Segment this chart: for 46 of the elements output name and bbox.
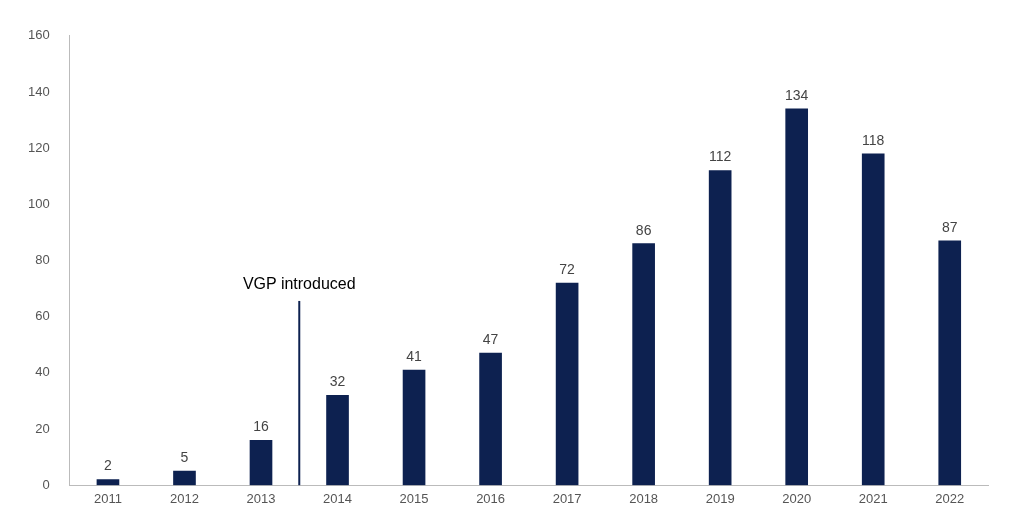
x-tick-label: 2022	[935, 490, 965, 506]
data-label: 5	[180, 449, 189, 466]
x-tick-label: 2020	[782, 490, 812, 506]
y-tick-label: 100	[27, 195, 50, 211]
data-label: 32	[329, 373, 346, 390]
x-tick-label: 2017	[552, 490, 582, 506]
bar	[326, 394, 349, 486]
data-label: 72	[559, 260, 576, 277]
data-label: 41	[406, 347, 423, 364]
y-tick-label: 120	[27, 139, 50, 155]
x-tick-label: 2021	[858, 490, 888, 506]
x-tick-label: 2011	[93, 490, 122, 506]
y-tick-label: 40	[35, 364, 50, 380]
bar	[785, 108, 809, 486]
ref-line-label: VGP introduced	[242, 275, 356, 293]
y-tick-label: 80	[35, 252, 50, 268]
x-tick-label: 2018	[629, 490, 659, 506]
bar	[479, 352, 502, 486]
bar	[555, 282, 579, 486]
x-tick-label: 2019	[705, 490, 735, 506]
data-label: 2	[104, 457, 113, 474]
data-label: 47	[482, 331, 499, 348]
x-tick-label: 2013	[246, 490, 276, 506]
x-tick-label: 2014	[323, 490, 352, 506]
bar	[96, 479, 120, 486]
bar	[173, 470, 196, 486]
x-tick-label: 2012	[170, 490, 199, 506]
data-label: 86	[635, 221, 652, 238]
y-tick-label: 140	[27, 83, 50, 99]
x-tick-label: 2015	[399, 490, 429, 506]
data-label: 134	[785, 86, 809, 103]
bar	[402, 369, 426, 486]
bar	[249, 439, 273, 486]
x-tick-label: 2016	[476, 490, 506, 506]
y-tick-label: 160	[27, 27, 50, 43]
y-tick-label: 60	[35, 308, 50, 324]
bar	[632, 243, 655, 486]
y-tick-label: 0	[42, 476, 50, 492]
bar	[708, 170, 732, 486]
data-label: 112	[709, 148, 732, 165]
data-label: 118	[862, 131, 885, 148]
y-tick-label: 20	[35, 420, 50, 436]
bar	[861, 153, 885, 486]
data-label: 16	[253, 418, 269, 435]
data-label: 87	[941, 218, 958, 235]
bar	[938, 240, 962, 486]
